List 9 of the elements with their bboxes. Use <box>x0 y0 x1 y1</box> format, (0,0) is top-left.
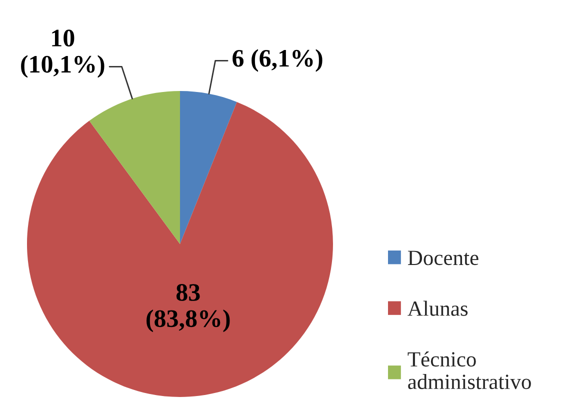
pie-slice <box>180 91 237 244</box>
data-label: 10 (10,1%) <box>21 30 104 78</box>
data-label: 83 (83,8%) <box>146 284 230 332</box>
legend-label: Alunas <box>408 300 468 316</box>
legend-label: Docente <box>408 250 478 266</box>
pie-slice <box>27 102 333 397</box>
pie-slice <box>89 91 180 244</box>
data-label: 6 (6,1%) <box>232 49 322 72</box>
legend-label: Técnico administrativo <box>408 351 531 390</box>
